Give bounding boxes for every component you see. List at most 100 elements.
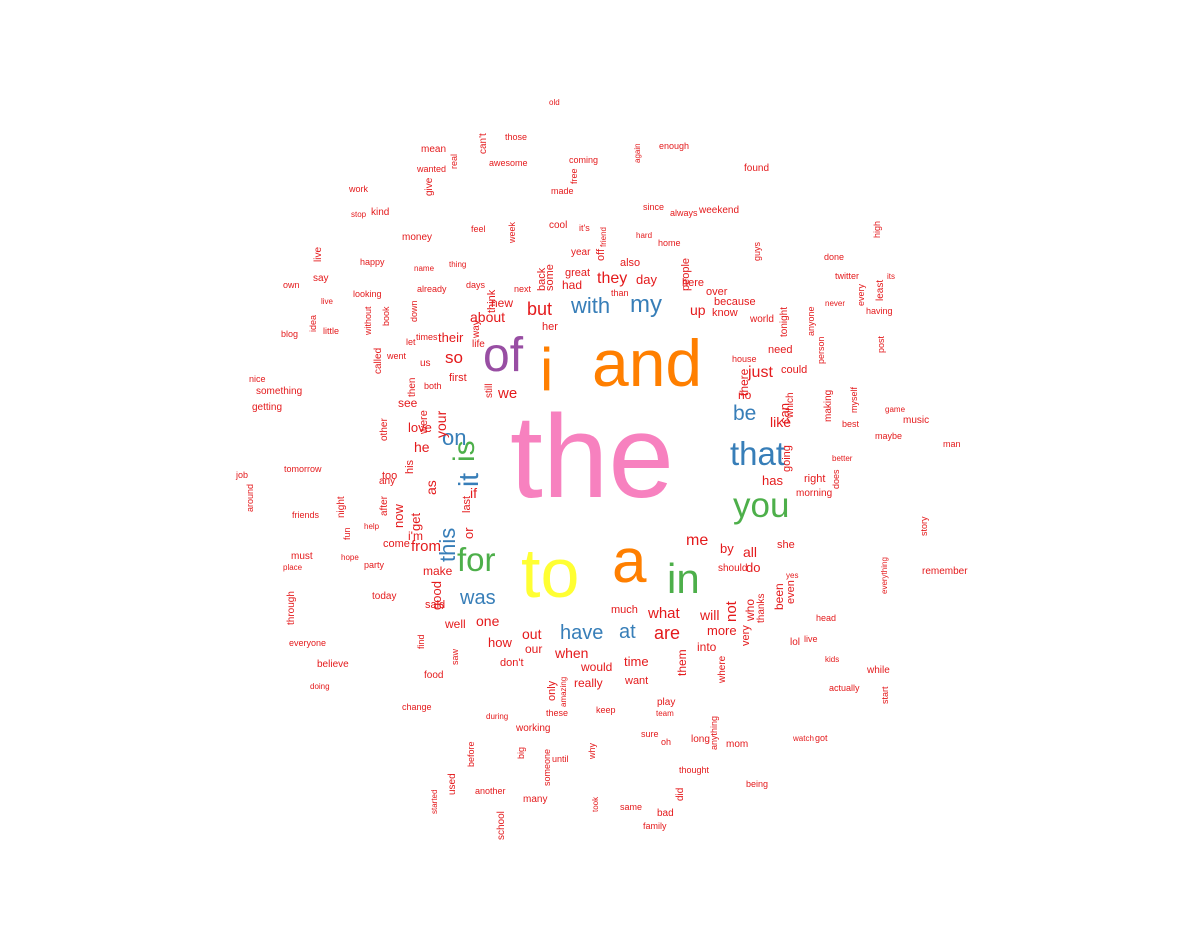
cloud-word: thing bbox=[449, 260, 467, 269]
cloud-word: job bbox=[236, 470, 249, 480]
cloud-word: believe bbox=[317, 659, 349, 670]
cloud-word: while bbox=[867, 665, 890, 676]
cloud-word: down bbox=[409, 300, 419, 322]
cloud-word: our bbox=[525, 642, 543, 656]
cloud-word: long bbox=[691, 734, 710, 745]
cloud-word: could bbox=[781, 364, 808, 376]
cloud-word: mom bbox=[726, 739, 749, 750]
cloud-word: had bbox=[562, 278, 583, 292]
cloud-word: live bbox=[313, 246, 324, 262]
cloud-word: because bbox=[714, 296, 756, 308]
cloud-word: called bbox=[373, 347, 384, 374]
cloud-word: started bbox=[430, 789, 439, 814]
cloud-word: kind bbox=[371, 207, 390, 218]
cloud-word: has bbox=[762, 473, 783, 488]
cloud-word: world bbox=[750, 314, 774, 325]
cloud-word: hard bbox=[636, 231, 653, 240]
cloud-word: no bbox=[738, 388, 752, 402]
cloud-word: looking bbox=[353, 289, 382, 299]
cloud-word: can't bbox=[478, 133, 489, 154]
cloud-word: off bbox=[595, 248, 607, 261]
cloud-word: feel bbox=[471, 224, 486, 234]
cloud-word: weekend bbox=[699, 205, 740, 216]
cloud-word: more bbox=[707, 623, 737, 638]
cloud-word: did bbox=[675, 787, 686, 801]
cloud-word: myself bbox=[849, 386, 859, 413]
cloud-word: just bbox=[748, 364, 773, 381]
cloud-word: do bbox=[746, 560, 761, 575]
cloud-word: she bbox=[777, 539, 795, 551]
cloud-word: found bbox=[744, 163, 770, 174]
cloud-word: getting bbox=[252, 402, 283, 413]
cloud-word: life bbox=[472, 339, 485, 350]
cloud-word: new bbox=[491, 296, 514, 310]
cloud-word: help bbox=[364, 522, 380, 531]
cloud-word: next bbox=[514, 284, 532, 294]
cloud-word: why bbox=[587, 742, 597, 759]
cloud-word: it's bbox=[579, 223, 590, 233]
cloud-word: name bbox=[414, 264, 435, 273]
cloud-word: game bbox=[885, 405, 906, 414]
cloud-word: little bbox=[323, 326, 340, 336]
cloud-word: or bbox=[461, 527, 476, 539]
cloud-word: want bbox=[625, 675, 649, 687]
cloud-word: happy bbox=[360, 257, 385, 267]
cloud-word: never bbox=[825, 299, 846, 308]
cloud-word: guys bbox=[752, 241, 762, 261]
cloud-word: tomorrow bbox=[284, 464, 322, 474]
cloud-word: year bbox=[571, 247, 591, 258]
cloud-word: then bbox=[407, 377, 418, 397]
cloud-word: tonight bbox=[779, 306, 790, 337]
cloud-word: house bbox=[732, 354, 757, 364]
cloud-word: not bbox=[723, 601, 740, 622]
cloud-word: they bbox=[597, 270, 628, 287]
cloud-word: least bbox=[875, 279, 886, 301]
cloud-word: school bbox=[496, 811, 507, 840]
cloud-word: i'm bbox=[408, 529, 423, 543]
cloud-word: everything bbox=[880, 557, 889, 594]
cloud-word: story bbox=[919, 516, 929, 536]
cloud-word: too bbox=[382, 470, 398, 482]
cloud-word: own bbox=[283, 280, 300, 290]
cloud-word: from bbox=[411, 538, 441, 555]
cloud-word: be bbox=[733, 402, 757, 425]
cloud-word: what bbox=[648, 605, 680, 622]
cloud-word: first bbox=[449, 372, 467, 384]
cloud-word: enough bbox=[659, 141, 690, 151]
cloud-word: one bbox=[476, 613, 500, 629]
cloud-word: we bbox=[498, 385, 518, 402]
cloud-word: done bbox=[824, 252, 845, 262]
cloud-word: party bbox=[364, 560, 385, 570]
cloud-word: morning bbox=[796, 488, 833, 499]
cloud-word: its bbox=[887, 272, 895, 281]
cloud-word: play bbox=[657, 697, 676, 708]
cloud-word: on bbox=[442, 425, 467, 450]
cloud-word: their bbox=[438, 330, 464, 345]
cloud-word: than bbox=[611, 288, 629, 298]
cloud-word: time bbox=[624, 654, 649, 669]
cloud-word: coming bbox=[569, 155, 599, 165]
cloud-word: so bbox=[445, 348, 463, 367]
cloud-word: your bbox=[433, 410, 449, 438]
cloud-word: again bbox=[633, 143, 642, 163]
cloud-word: us bbox=[420, 358, 431, 369]
cloud-word: team bbox=[656, 709, 674, 718]
cloud-word: even bbox=[785, 580, 797, 604]
cloud-word: well bbox=[445, 617, 466, 631]
cloud-word: see bbox=[398, 396, 418, 410]
cloud-word: without bbox=[363, 306, 373, 335]
cloud-word: since bbox=[643, 202, 665, 212]
cloud-word: think bbox=[486, 289, 498, 313]
cloud-word: post bbox=[876, 335, 886, 353]
cloud-word: yes bbox=[786, 571, 799, 580]
cloud-word: hope bbox=[341, 553, 359, 562]
cloud-word: both bbox=[424, 381, 442, 391]
cloud-word: which bbox=[785, 392, 796, 418]
cloud-word: day bbox=[636, 272, 657, 287]
cloud-word: having bbox=[866, 306, 893, 316]
cloud-word: how bbox=[488, 635, 512, 650]
cloud-word: took bbox=[591, 796, 600, 812]
cloud-word: know bbox=[712, 307, 738, 319]
cloud-word: back bbox=[536, 267, 548, 291]
cloud-word: mean bbox=[421, 144, 447, 155]
